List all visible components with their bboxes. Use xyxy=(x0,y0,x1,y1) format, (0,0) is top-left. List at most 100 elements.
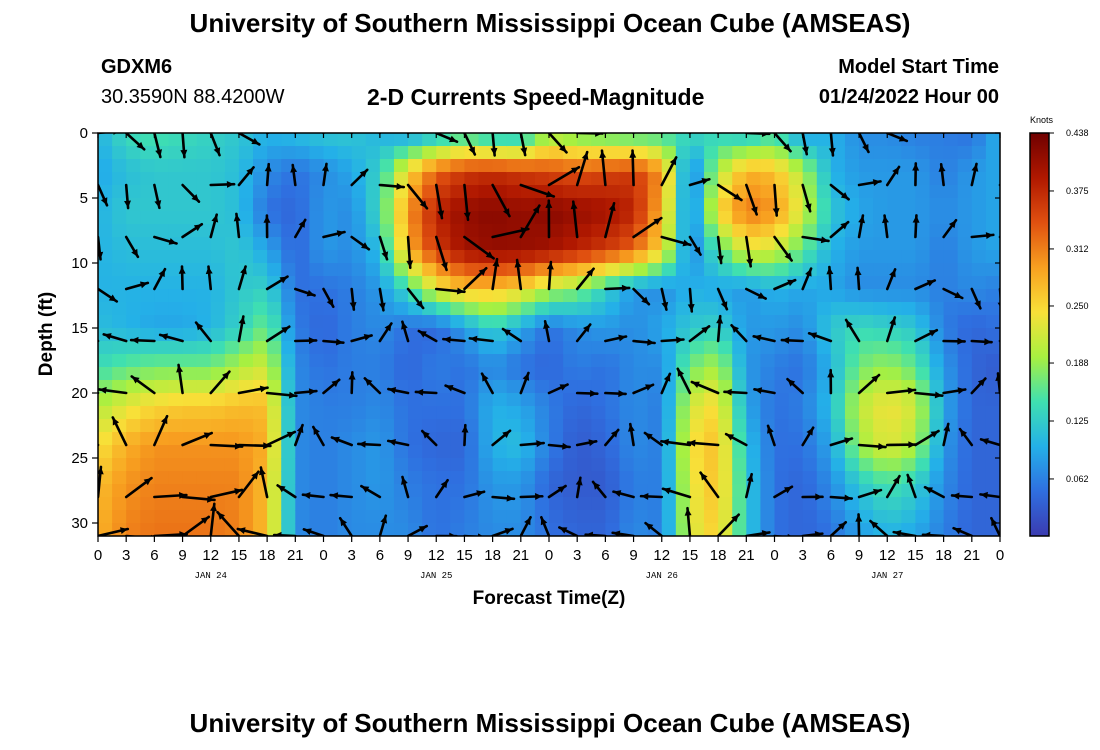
current-vector xyxy=(938,162,946,187)
heatmap-cell xyxy=(182,302,198,316)
heatmap-cell xyxy=(224,471,240,485)
heatmap-cell xyxy=(520,458,536,472)
heatmap-cell xyxy=(351,198,367,212)
heatmap-cell xyxy=(704,250,719,264)
current-vector xyxy=(885,316,897,343)
heatmap-cell xyxy=(112,497,127,511)
heatmap-cell xyxy=(915,133,931,147)
heatmap-cell xyxy=(802,523,818,536)
heatmap-cell xyxy=(929,419,945,433)
heatmap-cell xyxy=(774,159,790,173)
heatmap-cell xyxy=(323,367,339,381)
current-vector xyxy=(801,183,812,213)
heatmap-cell xyxy=(844,406,860,420)
heatmap-cell xyxy=(718,419,733,433)
heatmap-cell xyxy=(182,471,198,485)
current-vector xyxy=(348,371,356,395)
heatmap-cell xyxy=(943,341,959,355)
heatmap-cell xyxy=(816,185,832,199)
heatmap-cell xyxy=(422,250,437,264)
current-vector xyxy=(829,437,854,447)
heatmap-cell xyxy=(534,341,550,355)
heatmap-cell xyxy=(746,523,762,536)
heatmap-cell xyxy=(887,198,902,212)
heatmap-cell xyxy=(323,510,339,524)
heatmap-cell xyxy=(379,458,395,472)
heatmap-cell xyxy=(661,497,677,511)
heatmap-cell xyxy=(859,302,874,316)
y-tick-label: 30 xyxy=(71,515,88,532)
heatmap-cell xyxy=(112,315,127,329)
heatmap-cell xyxy=(337,354,353,368)
heatmap-cell xyxy=(957,315,973,329)
heatmap-cell xyxy=(492,302,508,316)
heatmap-cell xyxy=(281,419,296,433)
heatmap-cell xyxy=(605,510,621,524)
current-vector xyxy=(378,133,382,135)
heatmap-cell xyxy=(929,237,945,251)
heatmap-cell xyxy=(126,523,141,536)
heatmap-cell xyxy=(563,237,578,251)
current-vector xyxy=(942,337,966,345)
current-vector xyxy=(194,321,213,343)
heatmap-cell xyxy=(478,523,494,536)
heatmap-cell xyxy=(675,315,691,329)
heatmap-cell xyxy=(281,198,296,212)
heatmap-cell xyxy=(633,458,649,472)
heatmap-cell xyxy=(210,237,226,251)
heatmap-cell xyxy=(295,497,311,511)
heatmap-cell xyxy=(224,289,240,303)
current-vector xyxy=(124,133,146,151)
heatmap-cell xyxy=(929,276,945,290)
heatmap-cell xyxy=(379,484,395,498)
heatmap-cell xyxy=(577,406,592,420)
heatmap-cell xyxy=(126,302,141,316)
heatmap-cell xyxy=(520,224,536,238)
heatmap-cell xyxy=(943,263,959,277)
heatmap-cell xyxy=(859,406,874,420)
heatmap-cell xyxy=(393,419,409,433)
heatmap-cell xyxy=(901,510,917,524)
heatmap-cell xyxy=(478,497,494,511)
current-vector xyxy=(643,431,664,447)
current-vector xyxy=(632,383,655,395)
heatmap-cell xyxy=(971,510,987,524)
heatmap-cell xyxy=(689,393,705,407)
heatmap-cell xyxy=(774,172,790,186)
heatmap-cell xyxy=(873,380,888,394)
heatmap-cell xyxy=(816,302,832,316)
heatmap-cell xyxy=(718,133,733,147)
heatmap-cell xyxy=(112,250,127,264)
heatmap-cell xyxy=(577,302,592,316)
heatmap-cell xyxy=(577,510,592,524)
heatmap-cell xyxy=(844,172,860,186)
heatmap-cell xyxy=(788,419,804,433)
heatmap-cell xyxy=(520,406,536,420)
heatmap-cell xyxy=(112,159,127,173)
heatmap-cell xyxy=(718,315,733,329)
heatmap-cell xyxy=(506,133,522,147)
heatmap-cell xyxy=(323,406,339,420)
heatmap-cell xyxy=(563,276,578,290)
heatmap-cell xyxy=(760,484,776,498)
heatmap-cell xyxy=(436,393,451,407)
heatmap-cell xyxy=(534,354,550,368)
heatmap-cell xyxy=(689,211,705,225)
heatmap-cell xyxy=(534,458,550,472)
heatmap-cell xyxy=(605,445,621,459)
heatmap-cell xyxy=(520,289,536,303)
heatmap-cell xyxy=(549,354,564,368)
heatmap-cell xyxy=(210,276,226,290)
heatmap-cell xyxy=(788,367,804,381)
heatmap-cell xyxy=(774,146,790,160)
current-vector xyxy=(745,183,758,216)
heatmap-cell xyxy=(267,289,282,303)
heatmap-cell xyxy=(478,510,494,524)
heatmap-cell xyxy=(591,380,606,394)
heatmap-cell xyxy=(140,497,155,511)
heatmap-cell xyxy=(238,263,254,277)
heatmap-cell xyxy=(549,198,564,212)
heatmap-cell xyxy=(718,471,733,485)
current-vector xyxy=(442,336,466,344)
heatmap-cell xyxy=(943,406,959,420)
